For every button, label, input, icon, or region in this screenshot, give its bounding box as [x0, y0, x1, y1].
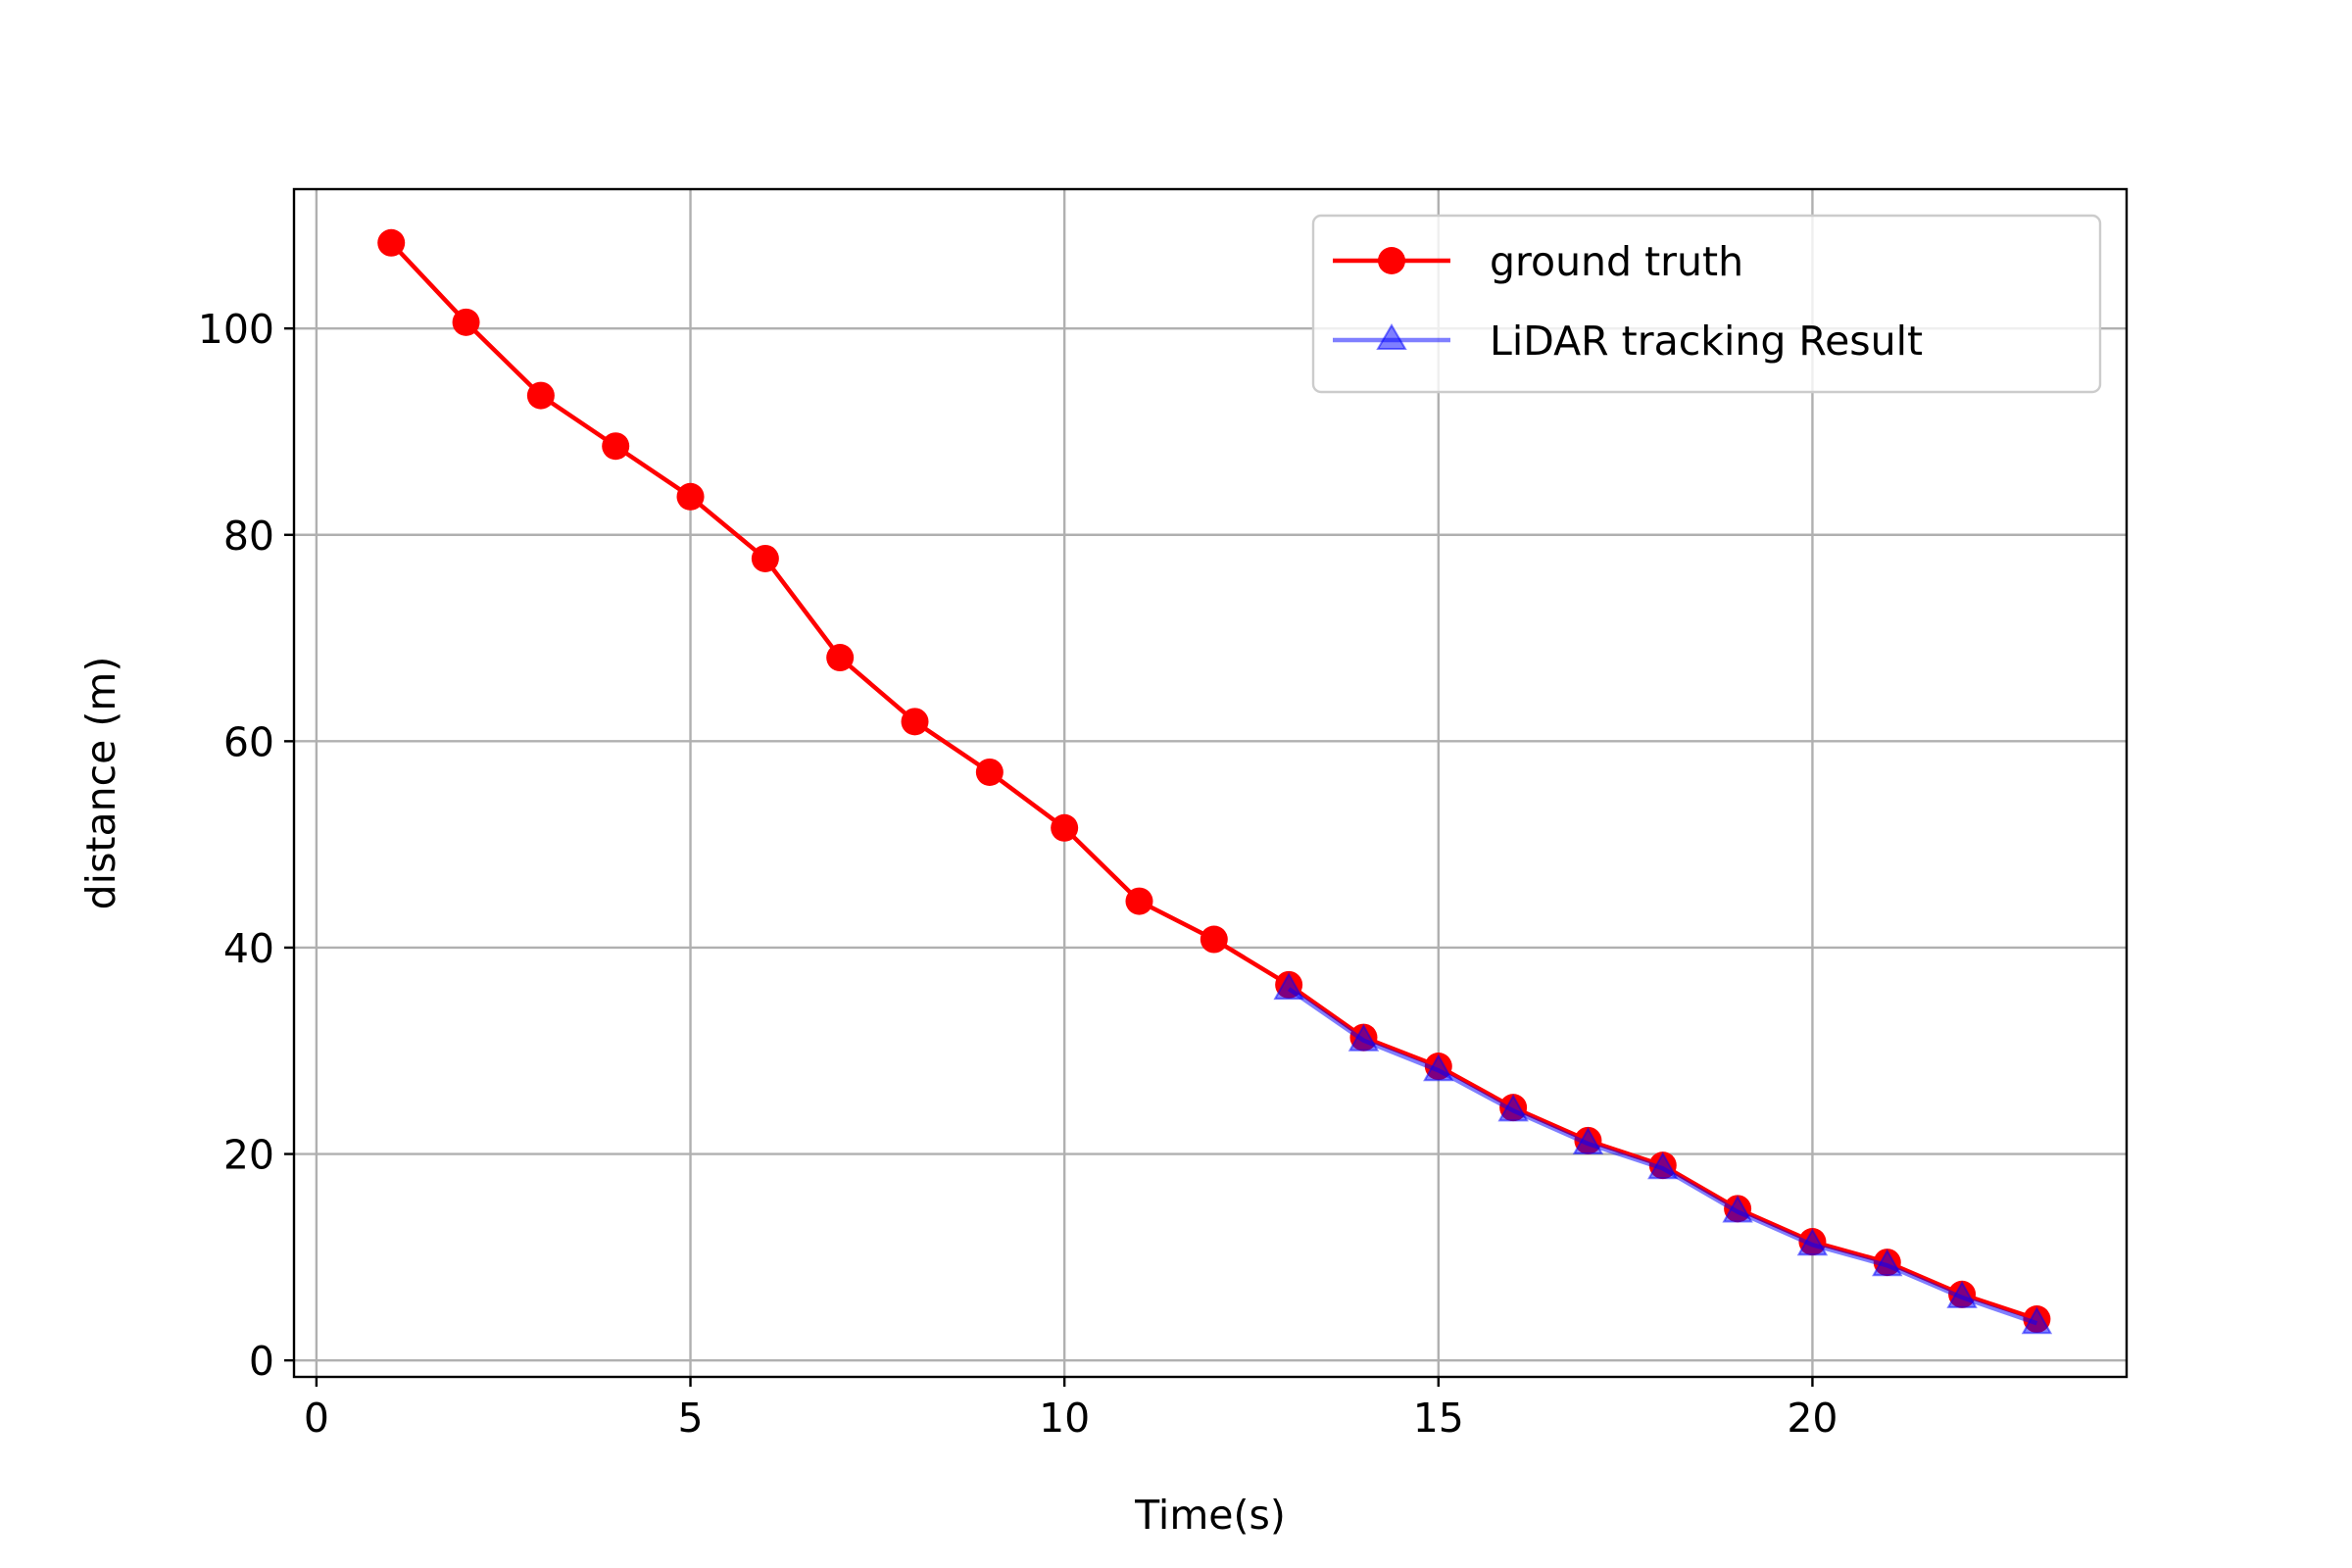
data-point-ground-truth — [826, 644, 855, 672]
y-tick-label: 40 — [223, 925, 274, 972]
plot-series — [377, 228, 2053, 1335]
legend-label-lidar: LiDAR tracking Result — [1490, 318, 1923, 365]
x-tick-label: 10 — [1039, 1395, 1090, 1442]
legend-frame — [1311, 214, 2102, 394]
legend-label-ground-truth: ground truth — [1490, 238, 1743, 285]
y-tick-label: 80 — [223, 513, 274, 560]
x-tick-label: 5 — [677, 1395, 703, 1442]
legend: ground truth LiDAR tracking Result — [1311, 214, 2102, 394]
data-point-lidar-tracking-result — [1348, 1023, 1380, 1052]
x-tick-label: 0 — [304, 1395, 329, 1442]
axes-frame — [292, 187, 2129, 1379]
data-point-lidar-tracking-result — [1572, 1126, 1604, 1155]
data-point-ground-truth — [1200, 925, 1228, 954]
data-point-ground-truth — [526, 381, 555, 410]
y-tick-label: 100 — [198, 306, 274, 353]
data-point-ground-truth — [1125, 887, 1153, 915]
x-tick-label: 20 — [1787, 1395, 1838, 1442]
data-point-lidar-tracking-result — [1497, 1094, 1529, 1122]
data-point-lidar-tracking-result — [1423, 1054, 1454, 1082]
axis-ticks: 0 5 10 15 20 0 20 40 60 80 100 — [198, 306, 1838, 1442]
data-point-ground-truth — [975, 758, 1004, 786]
x-tick-label: 15 — [1413, 1395, 1464, 1442]
data-point-ground-truth — [751, 544, 779, 572]
data-point-ground-truth — [602, 432, 630, 461]
data-point-lidar-tracking-result — [1647, 1152, 1679, 1180]
data-point-lidar-tracking-result — [1796, 1228, 1829, 1256]
data-point-ground-truth — [676, 482, 705, 511]
y-tick-label: 20 — [223, 1132, 274, 1179]
data-point-lidar-tracking-result — [1872, 1249, 1903, 1277]
series-lidar-tracking-result — [1273, 972, 2053, 1335]
y-axis-title: distance (m) — [77, 657, 124, 910]
legend-marker-ground-truth — [1378, 247, 1405, 274]
y-tick-label: 0 — [249, 1338, 274, 1385]
data-point-lidar-tracking-result — [2021, 1306, 2053, 1335]
data-point-ground-truth — [1051, 813, 1079, 842]
data-point-lidar-tracking-result — [1946, 1280, 1978, 1308]
data-point-lidar-tracking-result — [1273, 972, 1304, 1001]
x-axis-title: Time(s) — [1134, 1492, 1286, 1539]
data-point-ground-truth — [901, 708, 929, 736]
data-point-lidar-tracking-result — [1722, 1195, 1753, 1223]
data-point-ground-truth — [377, 228, 406, 257]
legend-marker-lidar — [1376, 323, 1407, 350]
data-point-ground-truth — [452, 308, 480, 336]
y-tick-label: 60 — [223, 718, 274, 765]
